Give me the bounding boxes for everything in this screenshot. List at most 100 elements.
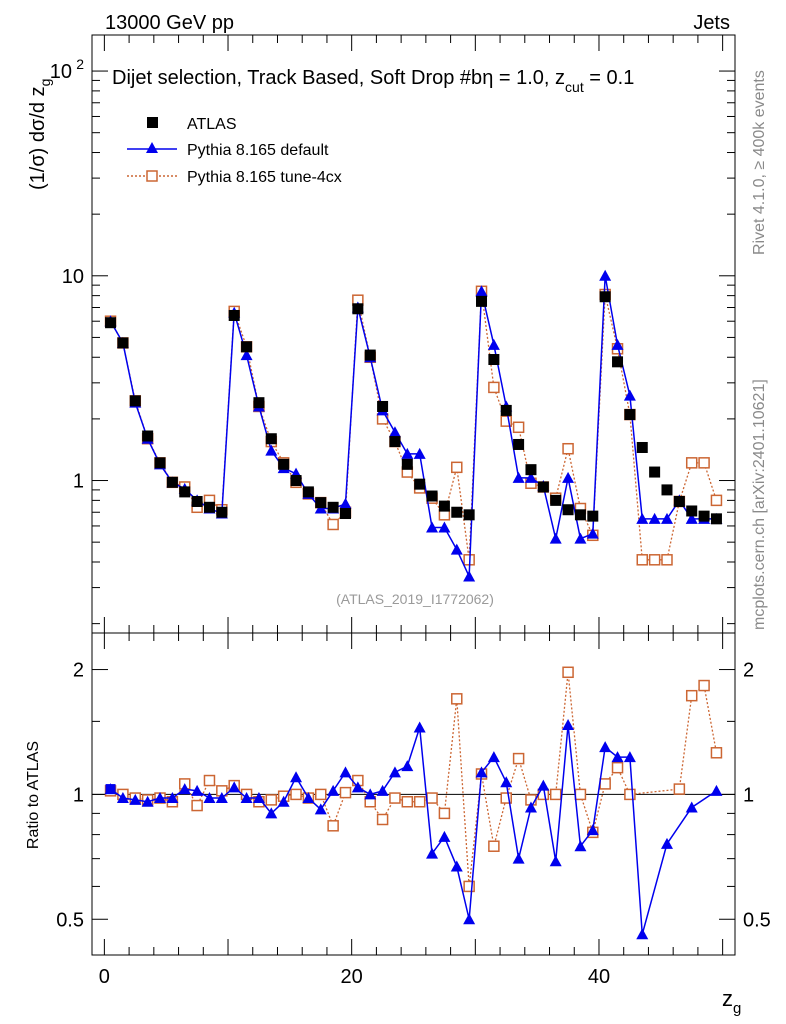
ratio-point-tune — [685, 689, 698, 702]
ratio-point-default — [512, 852, 525, 864]
ratio-point-default — [586, 824, 599, 836]
ratio-point-default — [166, 792, 179, 804]
data-point-default — [413, 447, 426, 459]
data-point-atlas — [562, 504, 574, 516]
ratio-ylabel: Ratio to ATLAS — [25, 741, 42, 849]
ratio-point-default — [302, 792, 315, 804]
ratio-point-tune — [500, 792, 512, 804]
data-point-atlas — [476, 295, 488, 307]
ratio-line-tune — [110, 672, 718, 887]
plot-title-sub: cut — [565, 79, 584, 95]
ratio-ytick-label-right: 0.5 — [743, 909, 771, 931]
ratio-point-default — [277, 795, 290, 807]
ratio-point-default — [154, 792, 167, 804]
data-point-default — [524, 471, 537, 483]
data-point-atlas — [513, 438, 525, 450]
data-point-tune — [648, 554, 661, 566]
ratio-point-default — [562, 719, 575, 731]
data-point-default — [562, 471, 575, 483]
data-point-atlas — [451, 506, 463, 518]
data-point-tune — [562, 442, 574, 455]
data-point-tune — [661, 554, 673, 566]
ratio-point-default — [524, 801, 537, 813]
header-left: 13000 GeV pp — [105, 12, 234, 34]
data-point-atlas — [228, 309, 240, 321]
ratio-point-tune — [463, 880, 475, 893]
data-point-atlas — [686, 505, 698, 517]
main-ytick-label-sup: 2 — [76, 56, 84, 72]
ratio-point-tune — [562, 666, 574, 679]
ratio-point-default — [636, 928, 649, 940]
legend-marker-tune — [146, 170, 158, 182]
data-point-atlas — [327, 501, 339, 513]
ratio-point-default — [660, 837, 673, 849]
legend: ATLAS Pythia 8.165 default Pythia 8.165 … — [127, 116, 342, 186]
data-point-atlas — [401, 458, 413, 470]
main-ylabel-text: (1/σ) dσ/d z — [27, 86, 49, 190]
ratio-point-default — [290, 771, 303, 783]
data-point-atlas — [191, 495, 203, 507]
ratio-point-tune — [549, 788, 562, 801]
ratio-point-default — [475, 766, 488, 778]
data-point-atlas — [574, 509, 586, 521]
data-point-default — [438, 521, 451, 533]
ratio-point-default — [438, 830, 451, 842]
data-point-atlas — [315, 497, 327, 509]
data-point-atlas — [649, 466, 661, 478]
main-ytick-label: 10 — [50, 61, 72, 83]
ratio-point-default — [351, 781, 364, 793]
x-axis-label: zg — [722, 986, 741, 1017]
analysis-tag: (ATLAS_2019_I1772062) — [336, 591, 494, 607]
data-point-default — [339, 497, 352, 509]
ratio-point-default — [487, 751, 500, 763]
data-point-default — [648, 512, 661, 524]
ratio-point-tune — [376, 813, 389, 826]
data-point-atlas — [278, 458, 290, 470]
ratio-point-tune — [339, 786, 352, 799]
data-point-default — [512, 471, 525, 483]
data-point-atlas — [216, 506, 228, 518]
data-point-tune — [488, 381, 500, 394]
data-point-atlas — [105, 317, 117, 329]
ratio-ytick-label-left: 2 — [73, 660, 84, 682]
ratio-data-marks — [104, 666, 723, 940]
data-point-atlas — [377, 400, 389, 412]
data-point-default — [660, 512, 673, 524]
ratio-point-default — [599, 741, 612, 753]
ratio-point-default — [376, 784, 389, 796]
ratio-ytick-label-left: 0.5 — [56, 909, 84, 931]
ratio-point-default — [426, 847, 439, 859]
series-line-default — [109, 275, 717, 577]
main-ylabel-sub: g — [37, 79, 53, 87]
ratio-ytick-label-right: 2 — [743, 660, 754, 682]
plot-title-main: Dijet selection, Track Based, Soft Drop … — [112, 67, 482, 89]
ratio-point-default — [240, 792, 253, 804]
main-ytick-label: 10 — [62, 266, 84, 288]
mcplots-text: mcplots.cern.ch [arXiv:2401.10621] — [751, 379, 768, 630]
main-ytick-label: 1 — [73, 471, 84, 493]
legend-label-default: Pythia 8.165 default — [187, 142, 329, 159]
ratio-point-tune — [327, 820, 339, 832]
data-point-tune — [451, 461, 463, 474]
ratio-ytick-label-left: 1 — [73, 784, 84, 806]
data-point-default — [574, 532, 587, 544]
data-point-default — [586, 527, 599, 539]
data-point-atlas — [710, 513, 722, 525]
data-point-atlas — [438, 500, 450, 512]
data-point-default — [636, 512, 649, 524]
ratio-point-tune — [315, 788, 327, 801]
ratio-point-tune — [413, 796, 426, 808]
legend-label-atlas: ATLAS — [187, 116, 237, 133]
ratio-point-tune — [203, 774, 216, 787]
header-right: Jets — [693, 12, 730, 34]
data-point-atlas — [290, 475, 302, 487]
ratio-ytick-label-right: 1 — [743, 784, 754, 806]
data-point-default — [623, 389, 636, 401]
ratio-point-default — [252, 792, 265, 804]
ratio-point-tune — [451, 693, 463, 705]
ratio-point-default — [129, 793, 142, 805]
ratio-point-tune — [624, 788, 636, 801]
data-point-atlas — [203, 501, 215, 513]
ratio-point-tune — [710, 747, 723, 759]
ratio-point-default — [463, 913, 476, 925]
